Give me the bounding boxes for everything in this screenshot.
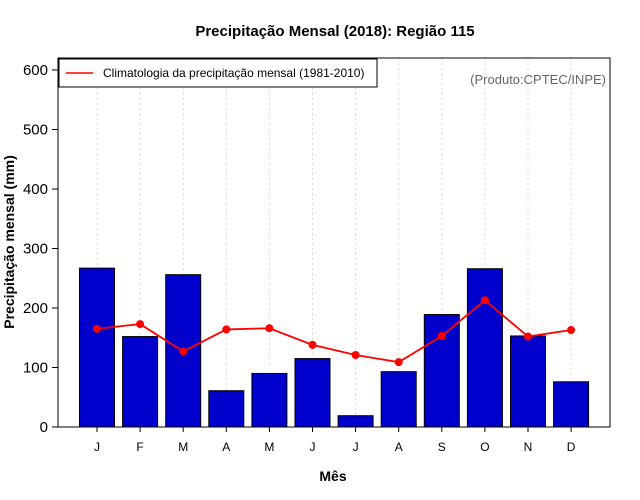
x-axis-label: Mês bbox=[319, 468, 346, 484]
y-tick-label: 400 bbox=[23, 181, 48, 198]
y-tick-label: 600 bbox=[23, 62, 48, 79]
bar-6 bbox=[294, 358, 331, 428]
climatology-point-2 bbox=[136, 320, 145, 329]
bar-12 bbox=[553, 381, 590, 428]
bar-10 bbox=[466, 268, 503, 428]
x-tick-label: J bbox=[94, 440, 100, 454]
y-tick-label: 300 bbox=[23, 241, 48, 258]
climatology-polyline bbox=[96, 299, 572, 364]
bar-7 bbox=[337, 415, 374, 428]
x-tick-label: M bbox=[178, 440, 188, 454]
x-tick-label: A bbox=[222, 440, 230, 454]
x-gridlines bbox=[96, 58, 572, 427]
climatology-point-10 bbox=[480, 296, 489, 305]
bar-11 bbox=[510, 335, 546, 428]
climatology-point-11 bbox=[524, 332, 532, 341]
legend-box bbox=[58, 58, 378, 88]
credit-text: (Produto:CPTEC/INPE) bbox=[470, 72, 606, 87]
bar-9 bbox=[423, 314, 460, 428]
legend-label: Climatologia da precipitação mensal (198… bbox=[103, 66, 364, 80]
bar-2 bbox=[122, 336, 159, 428]
chart-title: Precipitação Mensal (2018): Região 115 bbox=[195, 23, 474, 40]
climatology-point-8 bbox=[394, 358, 403, 367]
climatology-point-12 bbox=[567, 326, 576, 335]
x-tick-label: M bbox=[264, 440, 274, 454]
x-tick-label: A bbox=[395, 440, 403, 454]
climatology-point-4 bbox=[222, 325, 231, 334]
legend: Climatologia da precipitação mensal (198… bbox=[58, 58, 378, 88]
climatology-point-6 bbox=[308, 340, 317, 349]
x-tick-label: J bbox=[353, 440, 359, 454]
bars bbox=[79, 267, 590, 428]
climatology-point-9 bbox=[437, 331, 446, 340]
bar-8 bbox=[380, 371, 417, 428]
x-tick-label: D bbox=[567, 440, 576, 454]
climatology-point-1 bbox=[93, 324, 101, 333]
y-tick-label: 0 bbox=[40, 419, 48, 436]
y-tick-label: 200 bbox=[23, 300, 48, 317]
x-tick-label: N bbox=[524, 440, 533, 454]
x-tick-label: S bbox=[438, 440, 446, 454]
y-axis: 0 100 200 300 400 500 600 bbox=[23, 62, 58, 436]
bar-4 bbox=[208, 390, 245, 428]
y-tick-label: 500 bbox=[23, 122, 48, 139]
climatology-line bbox=[93, 296, 576, 367]
climatology-point-5 bbox=[265, 324, 274, 333]
climatology-point-7 bbox=[351, 351, 360, 360]
x-tick-label: F bbox=[136, 440, 143, 454]
x-tick-label: O bbox=[480, 440, 489, 454]
y-axis-label: Precipitação mensal (mm) bbox=[1, 155, 17, 329]
bar-5 bbox=[251, 372, 288, 428]
plot-frame bbox=[57, 57, 611, 428]
y-tick-label: 100 bbox=[23, 360, 48, 377]
bar-1 bbox=[79, 267, 115, 428]
climatology-point-3 bbox=[179, 347, 188, 356]
x-tick-label: J bbox=[310, 440, 316, 454]
